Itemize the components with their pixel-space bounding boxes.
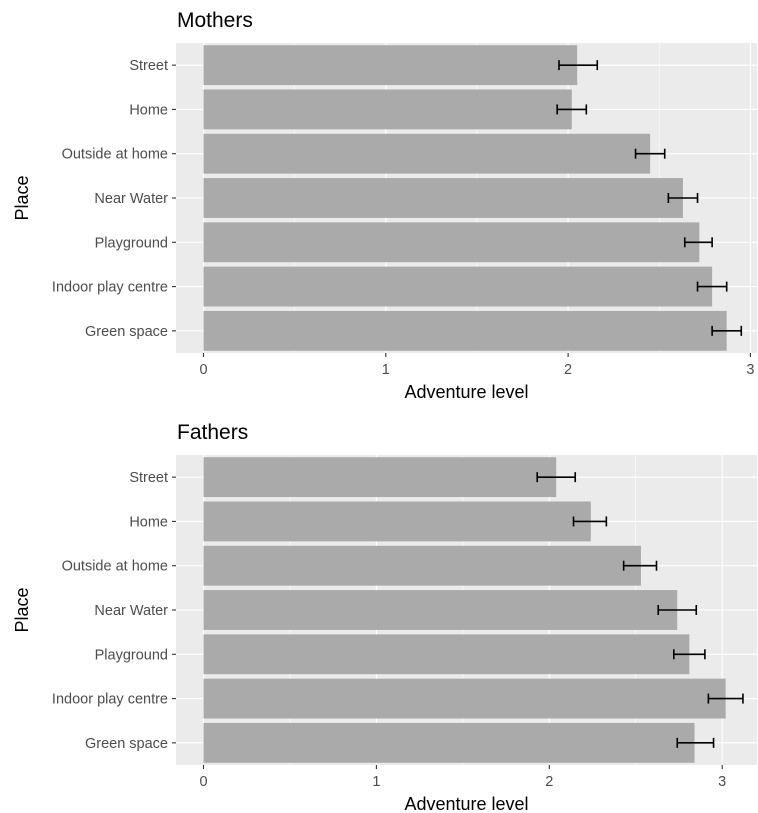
- y-tick-label: Outside at home: [62, 147, 168, 163]
- x-axis-title: Adventure level: [404, 794, 528, 813]
- bar: [203, 722, 695, 763]
- chart-title: Mothers: [177, 9, 253, 32]
- bar: [203, 89, 572, 130]
- y-tick-label: Outside at home: [62, 559, 168, 575]
- x-tick-label: 2: [545, 774, 553, 790]
- bar: [203, 678, 726, 719]
- y-tick-label: Green space: [85, 736, 168, 752]
- y-tick-label: Near Water: [94, 603, 168, 619]
- x-tick-label: 1: [382, 362, 390, 378]
- chart-panel-fathers: Street Home Outside at home Near Water Playg…: [12, 421, 757, 813]
- chart-panel-mothers: Street Home Outside at home Near Water Playg…: [12, 9, 757, 402]
- bar: [203, 501, 591, 542]
- y-tick-label: Street: [129, 470, 168, 486]
- bar: [203, 178, 683, 218]
- x-tick-label: 3: [746, 362, 754, 378]
- bar: [203, 457, 557, 498]
- bar: [203, 133, 651, 174]
- bar: [203, 590, 678, 630]
- y-tick-label: Playground: [95, 647, 168, 663]
- y-tick-label: Home: [129, 102, 168, 118]
- y-tick-label: Indoor play centre: [52, 280, 168, 296]
- bar: [203, 310, 727, 351]
- x-tick-label: 0: [199, 362, 207, 378]
- x-tick-label: 0: [199, 774, 207, 790]
- bar: [203, 634, 690, 675]
- y-tick-label: Home: [129, 514, 168, 530]
- bar: [203, 222, 700, 263]
- bar: [203, 266, 713, 307]
- bar: [203, 45, 578, 86]
- y-tick-label: Street: [129, 58, 168, 74]
- chart-title: Fathers: [177, 421, 248, 444]
- y-tick-label: Playground: [95, 235, 168, 251]
- y-tick-label: Green space: [85, 324, 168, 340]
- x-tick-label: 1: [372, 774, 380, 790]
- y-tick-label: Indoor play centre: [52, 692, 168, 708]
- y-axis-title: Place: [12, 587, 32, 632]
- x-tick-label: 2: [564, 362, 572, 378]
- x-axis-title: Adventure level: [404, 382, 528, 402]
- y-tick-label: Near Water: [94, 191, 168, 207]
- y-axis-title: Place: [12, 175, 32, 220]
- x-tick-label: 3: [718, 774, 726, 790]
- bar: [203, 545, 641, 586]
